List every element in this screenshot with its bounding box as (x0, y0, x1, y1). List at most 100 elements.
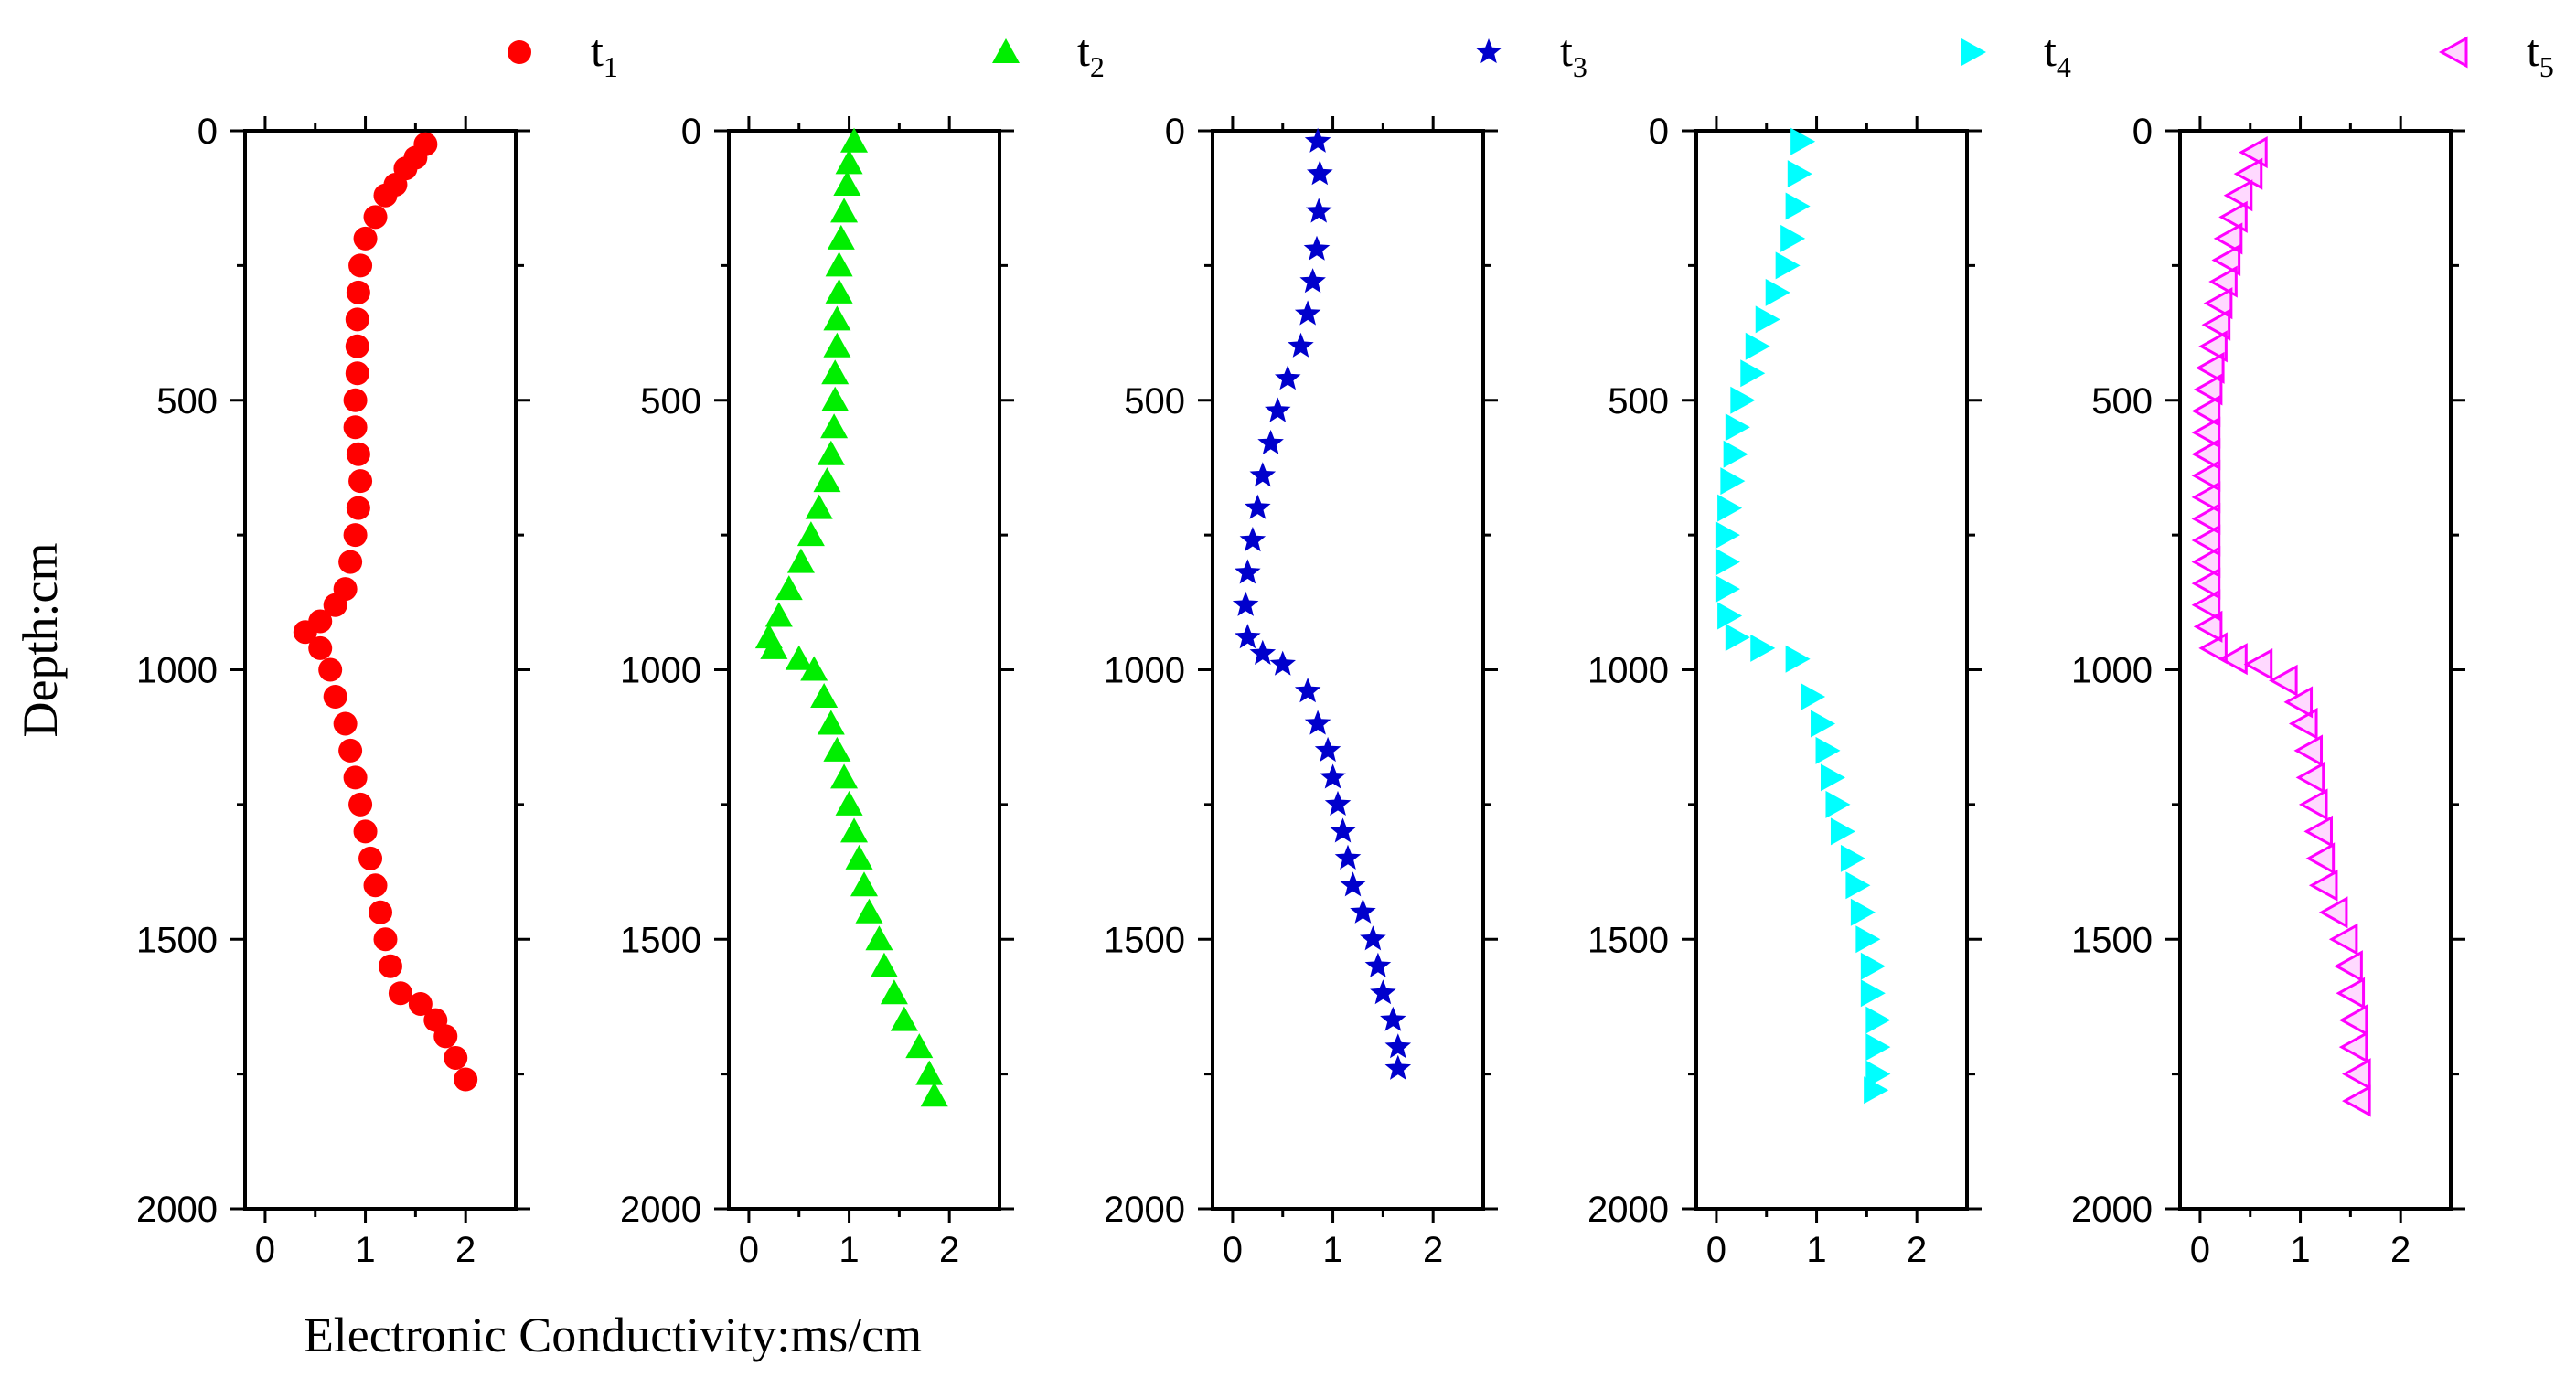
y-tick-label: 500 (156, 381, 218, 422)
y-tick-label: 1500 (2071, 920, 2153, 960)
y-tick-label: 1000 (620, 651, 701, 691)
y-tick-label: 2000 (1104, 1190, 1185, 1230)
data-point (2223, 179, 2253, 212)
panel-frame (243, 129, 518, 1211)
data-point (833, 170, 861, 196)
data-point (796, 521, 825, 547)
data-point (786, 548, 815, 573)
data-point (855, 898, 883, 924)
data-point (1855, 925, 1881, 954)
x-tick-label: 2 (1423, 1230, 1443, 1270)
data-point (369, 900, 392, 924)
data-point (1384, 1033, 1412, 1059)
data-point (2218, 643, 2248, 676)
data-point (1840, 844, 1865, 872)
y-tick-label: 1500 (620, 920, 701, 960)
legend: t1 t2 t3 t4 t5 (508, 25, 2554, 83)
data-point (1850, 898, 1876, 926)
data-point (2295, 761, 2325, 794)
y-tick-label: 1000 (136, 651, 218, 691)
data-point (821, 359, 850, 385)
y-tick-label: 1000 (2071, 651, 2153, 691)
data-point (1775, 251, 1801, 280)
y-tick-label: 1500 (1587, 920, 1669, 960)
data-point (373, 927, 398, 952)
data-point (1730, 386, 1756, 414)
data-point (343, 415, 368, 440)
panel-t5: 0 500 1000 1500 2000 0 1 2 (2071, 112, 2465, 1270)
x-tick-label: 1 (2290, 1230, 2310, 1270)
legend-label: t3 (1560, 25, 1587, 83)
data-point (764, 602, 793, 627)
data-point (1245, 494, 1271, 519)
data-point (1725, 624, 1750, 652)
data-point (2191, 416, 2221, 449)
data-point (2198, 632, 2228, 665)
panel-t4: 0 500 1000 1500 2000 0 1 2 (1587, 112, 1982, 1270)
data-point (1275, 365, 1301, 390)
data-point (1265, 397, 1291, 422)
data-point (800, 656, 828, 681)
data-point (1715, 575, 1740, 603)
data-point (1304, 127, 1331, 153)
data-point (1340, 871, 1366, 897)
data-point (830, 198, 859, 223)
data-point (2191, 589, 2221, 622)
data-point (2308, 869, 2338, 902)
data-point (1785, 192, 1811, 220)
data-point (865, 925, 893, 951)
data-point (850, 871, 878, 897)
data-point (1865, 1033, 1891, 1062)
data-point (2193, 610, 2223, 643)
data-point (323, 684, 347, 709)
data-point (840, 817, 869, 843)
data-point (1307, 160, 1333, 186)
x-tick-label: 0 (2190, 1230, 2210, 1270)
data-point (1235, 559, 1261, 584)
data-point (1750, 634, 1776, 662)
data-point (1249, 639, 1277, 665)
legend-entry-t2: t2 (992, 25, 1105, 83)
data-point (338, 738, 363, 763)
data-point (1330, 817, 1356, 843)
legend-entry-t5: t5 (2438, 25, 2554, 83)
data-point (1239, 527, 1267, 552)
data-point (343, 523, 368, 548)
legend-label: t1 (591, 25, 618, 83)
data-point (1845, 871, 1871, 900)
x-tick-label: 2 (455, 1230, 476, 1270)
data-point (2338, 1030, 2368, 1063)
data-point (830, 763, 859, 789)
data-point (805, 494, 833, 519)
data-point (1294, 678, 1321, 703)
data-point (1232, 591, 1259, 616)
data-point (1717, 602, 1743, 630)
data-point (915, 1060, 944, 1085)
x-tick-label: 1 (1806, 1230, 1826, 1270)
data-point (1303, 235, 1331, 261)
y-tick-label: 0 (198, 112, 218, 152)
y-tick-label: 0 (1649, 112, 1669, 152)
data-point (920, 1082, 948, 1107)
data-point (1249, 462, 1277, 487)
data-point (2318, 896, 2348, 929)
y-tick-label: 500 (1124, 381, 1185, 422)
legend-marker (1961, 38, 1986, 66)
data-point (1294, 300, 1321, 326)
data-point (825, 278, 853, 304)
data-point (820, 413, 849, 439)
series-t4-points (1715, 127, 1891, 1105)
y-tick-label: 500 (2091, 381, 2153, 422)
data-point (293, 620, 317, 645)
data-point (454, 1067, 478, 1092)
data-point (345, 334, 369, 358)
data-point (348, 253, 373, 278)
data-point (880, 979, 908, 1005)
y-tick-label: 2000 (620, 1190, 701, 1230)
data-point (2191, 438, 2221, 471)
y-tick-label: 2000 (1587, 1190, 1669, 1230)
data-point (1257, 429, 1284, 454)
x-tick-label: 2 (2390, 1230, 2410, 1270)
x-tick-label: 1 (839, 1230, 859, 1270)
